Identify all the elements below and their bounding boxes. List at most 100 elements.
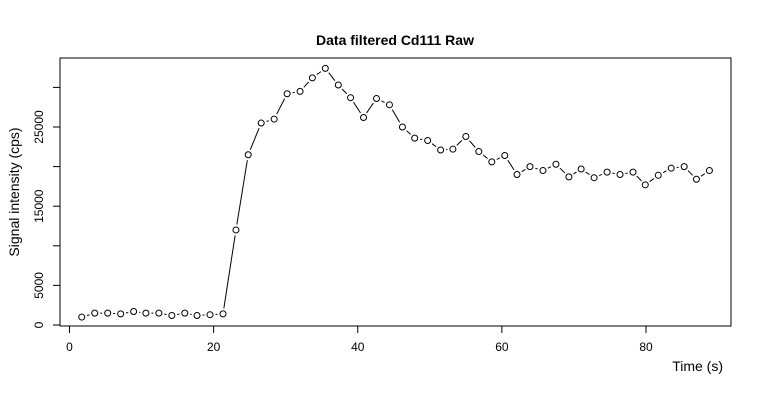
data-point (194, 312, 200, 318)
series-segment (663, 171, 666, 173)
y-tick-label: 0 (32, 321, 46, 328)
data-point (79, 314, 85, 320)
series-layer (79, 65, 713, 320)
series-segment (224, 235, 235, 308)
data-point (706, 168, 712, 174)
series-segment (586, 172, 590, 175)
series-segment (483, 155, 487, 158)
data-point (92, 310, 98, 316)
series-segment (548, 167, 551, 169)
data-point (207, 312, 213, 318)
data-point (182, 310, 188, 316)
data-point (630, 169, 636, 175)
data-point (118, 311, 124, 317)
data-point (322, 65, 328, 71)
series-segment (497, 158, 500, 160)
data-point (258, 120, 264, 126)
data-point (693, 176, 699, 182)
data-point (348, 95, 354, 101)
y-tick-label: 5000 (32, 272, 46, 299)
data-point (399, 124, 405, 130)
data-point (553, 161, 559, 167)
data-point (604, 169, 610, 175)
x-tick-label: 80 (639, 340, 653, 354)
data-point (156, 310, 162, 316)
series-segment (354, 102, 361, 113)
series-segment (688, 171, 693, 176)
data-point (617, 172, 623, 178)
data-point (131, 309, 137, 315)
series-segment (522, 169, 526, 171)
data-point (412, 135, 418, 141)
series-segment (304, 82, 309, 87)
data-point (425, 137, 431, 143)
series-segment (560, 168, 565, 173)
y-axis: 0 5000 15000 25000 (32, 87, 60, 328)
series-segment (277, 99, 285, 115)
data-point (578, 166, 584, 172)
data-point (373, 95, 379, 101)
data-point (335, 82, 341, 88)
data-point (540, 168, 546, 174)
x-tick-label: 60 (495, 340, 509, 354)
x-tick-label: 20 (207, 340, 221, 354)
series-segment (237, 160, 247, 224)
data-point (476, 149, 482, 155)
data-point (309, 75, 315, 81)
data-point (245, 152, 251, 158)
data-point (450, 146, 456, 152)
y-tick-label: 25000 (32, 110, 46, 144)
x-axis-label: Time (s) (672, 358, 723, 374)
data-point (642, 182, 648, 188)
data-point (169, 312, 175, 318)
y-axis-label: Signal intensity (cps) (6, 127, 22, 256)
series-segment (87, 315, 89, 316)
chart-title: Data filtered Cd111 Raw (316, 32, 474, 48)
data-point (591, 175, 597, 181)
series-segment (508, 160, 514, 170)
series-segment (367, 103, 374, 113)
data-point (284, 91, 290, 97)
series-segment (574, 172, 577, 174)
series-segment (329, 73, 335, 81)
data-point (502, 153, 508, 159)
data-point (297, 88, 303, 94)
data-point (655, 172, 661, 178)
series-segment (317, 72, 321, 75)
series-segment (407, 131, 411, 135)
y-tick-label: 15000 (32, 189, 46, 223)
data-point (527, 164, 533, 170)
series-segment (266, 121, 268, 122)
data-point (386, 102, 392, 108)
series-segment (457, 140, 462, 145)
series-segment (392, 110, 399, 123)
data-point (233, 227, 239, 233)
data-point (438, 147, 444, 153)
data-point (463, 134, 469, 140)
data-point (514, 172, 520, 178)
plot-frame (60, 58, 731, 326)
series-segment (535, 168, 537, 169)
data-point (489, 159, 495, 165)
data-point (681, 164, 687, 170)
data-point (143, 310, 149, 316)
data-point (668, 165, 674, 171)
series-segment (599, 174, 602, 175)
data-point (220, 311, 226, 317)
series-segment (342, 89, 347, 94)
series-segment (381, 101, 384, 103)
series-segment (701, 174, 705, 177)
data-point (361, 114, 367, 120)
data-point (105, 310, 111, 316)
x-tick-label: 40 (351, 340, 365, 354)
series-segment (432, 144, 436, 147)
series-segment (650, 179, 654, 182)
series-segment (469, 141, 475, 148)
data-point (566, 174, 572, 180)
data-point (271, 116, 277, 122)
series-segment (637, 176, 642, 181)
series-segment (250, 128, 259, 150)
